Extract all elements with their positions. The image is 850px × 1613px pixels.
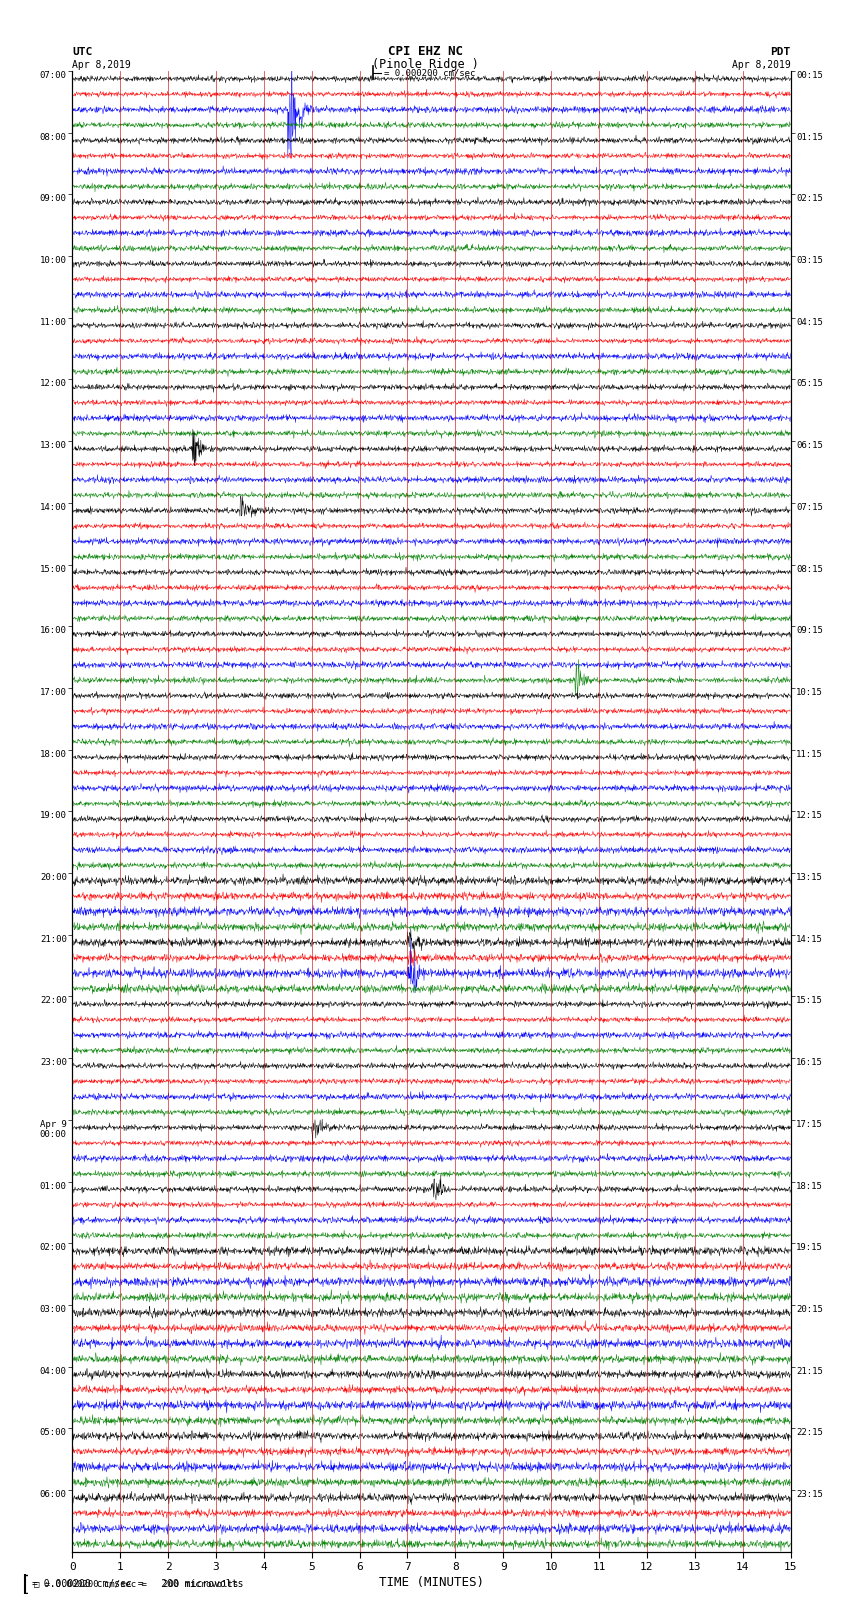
Text: Apr 8,2019: Apr 8,2019 (732, 60, 791, 69)
Text: PDT: PDT (770, 47, 790, 56)
Text: CPI EHZ NC: CPI EHZ NC (388, 45, 462, 58)
Text: □ = 0.000200 cm/sec =   200 microvolts: □ = 0.000200 cm/sec = 200 microvolts (34, 1579, 238, 1589)
Text: = 0.000200 cm/sec: = 0.000200 cm/sec (384, 68, 475, 77)
Text: Apr 8,2019: Apr 8,2019 (72, 60, 131, 69)
X-axis label: TIME (MINUTES): TIME (MINUTES) (379, 1576, 484, 1589)
Text: (Pinole Ridge ): (Pinole Ridge ) (371, 58, 479, 71)
Text: = 0.000200 cm/sec =   200 microvolts: = 0.000200 cm/sec = 200 microvolts (32, 1579, 244, 1589)
Text: UTC: UTC (72, 47, 93, 56)
